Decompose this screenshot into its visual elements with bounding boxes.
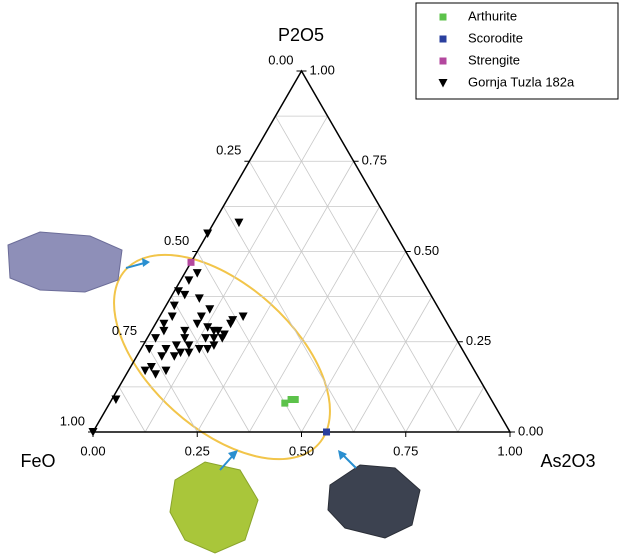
- right-tick-label: 0.00: [518, 423, 543, 438]
- data-point: [88, 428, 98, 437]
- mineral-photo: [7, 231, 123, 293]
- arrow-head: [338, 450, 347, 460]
- legend-label: Gornja Tuzla 182a: [468, 74, 575, 89]
- axis-title: As2O3: [540, 451, 595, 471]
- decorations: [7, 231, 421, 554]
- data-point: [151, 334, 161, 343]
- data-point: [159, 319, 169, 329]
- data-point: [151, 370, 161, 379]
- data-point: [234, 218, 244, 228]
- right-tick-label: 0.75: [362, 153, 387, 168]
- data-point: [180, 290, 190, 300]
- left-tick-label: 0.50: [164, 233, 189, 248]
- data-point: [194, 344, 204, 354]
- data-point: [111, 395, 121, 405]
- data-point: [161, 366, 171, 376]
- data-point: [209, 326, 219, 336]
- right-tick-label: 1.00: [310, 62, 335, 77]
- axis-title: P2O5: [278, 25, 324, 45]
- data-point: [180, 334, 190, 343]
- grid-line: [405, 341, 459, 433]
- data-point: [171, 341, 181, 350]
- data-point: [281, 399, 289, 407]
- data-point: [184, 348, 194, 358]
- data-point: [203, 344, 213, 354]
- bottom-tick-label: 0.25: [185, 443, 210, 458]
- data-point: [146, 363, 156, 372]
- legend-box: [415, 2, 619, 100]
- grid-line: [457, 386, 485, 433]
- legend-marker: [438, 79, 448, 88]
- arrow-head: [142, 258, 150, 267]
- legend-marker: [439, 35, 447, 43]
- data-point: [169, 352, 179, 361]
- grid-line: [144, 341, 198, 433]
- arrow-head: [228, 450, 238, 460]
- right-tick-label: 0.25: [466, 333, 491, 348]
- data-point: [287, 396, 295, 404]
- data-point: [209, 341, 219, 350]
- bottom-tick-label: 1.00: [497, 443, 522, 458]
- data-point: [187, 258, 195, 266]
- legend-marker: [439, 57, 447, 65]
- data-point: [157, 352, 167, 361]
- data-point: [159, 326, 169, 336]
- data-point: [238, 312, 248, 321]
- data-point: [192, 319, 202, 329]
- data-point: [161, 344, 171, 354]
- data-point: [219, 330, 229, 340]
- data-point: [173, 287, 183, 296]
- data-point: [176, 348, 186, 358]
- bottom-tick-label: 0.75: [393, 443, 418, 458]
- data-point: [291, 396, 299, 404]
- data-point: [192, 269, 202, 278]
- grid-line: [275, 115, 459, 433]
- data-point: [228, 316, 238, 325]
- grid-line: [353, 296, 433, 433]
- legend-label: Arthurite: [468, 8, 517, 23]
- grid-line: [118, 386, 146, 433]
- mineral-photo: [169, 461, 259, 554]
- left-tick-label: 0.25: [216, 143, 241, 158]
- highlight-ellipse: [113, 253, 331, 461]
- data-point: [205, 305, 215, 314]
- legend-label: Strengite: [468, 52, 520, 67]
- legend-label: Scorodite: [468, 30, 523, 45]
- axis-title: FeO: [20, 451, 55, 471]
- data-point: [167, 312, 177, 321]
- grid-line: [144, 115, 328, 433]
- data-point: [209, 334, 219, 343]
- data-point: [184, 341, 194, 350]
- grid-line: [249, 206, 381, 433]
- data-point: [196, 312, 206, 321]
- data-point: [323, 428, 331, 436]
- grid-line: [222, 206, 354, 433]
- mineral-photo: [327, 464, 421, 539]
- grid-line: [301, 251, 407, 433]
- bottom-tick-label: 0.50: [289, 443, 314, 458]
- data-point: [203, 323, 213, 332]
- data-point: [180, 326, 190, 336]
- data-point: [169, 301, 179, 311]
- left-tick-label: 0.00: [268, 52, 293, 67]
- bottom-tick-label: 0.00: [80, 443, 105, 458]
- legend-marker: [439, 13, 447, 21]
- data-point: [144, 344, 154, 354]
- data-point: [201, 334, 211, 343]
- data-point: [140, 366, 150, 376]
- grid-line: [170, 296, 250, 433]
- left-tick-label: 1.00: [60, 413, 85, 428]
- right-tick-label: 0.50: [414, 243, 439, 258]
- data-point: [203, 229, 213, 238]
- data-point: [194, 294, 204, 303]
- left-tick-label: 0.75: [112, 323, 137, 338]
- data-point: [184, 276, 194, 285]
